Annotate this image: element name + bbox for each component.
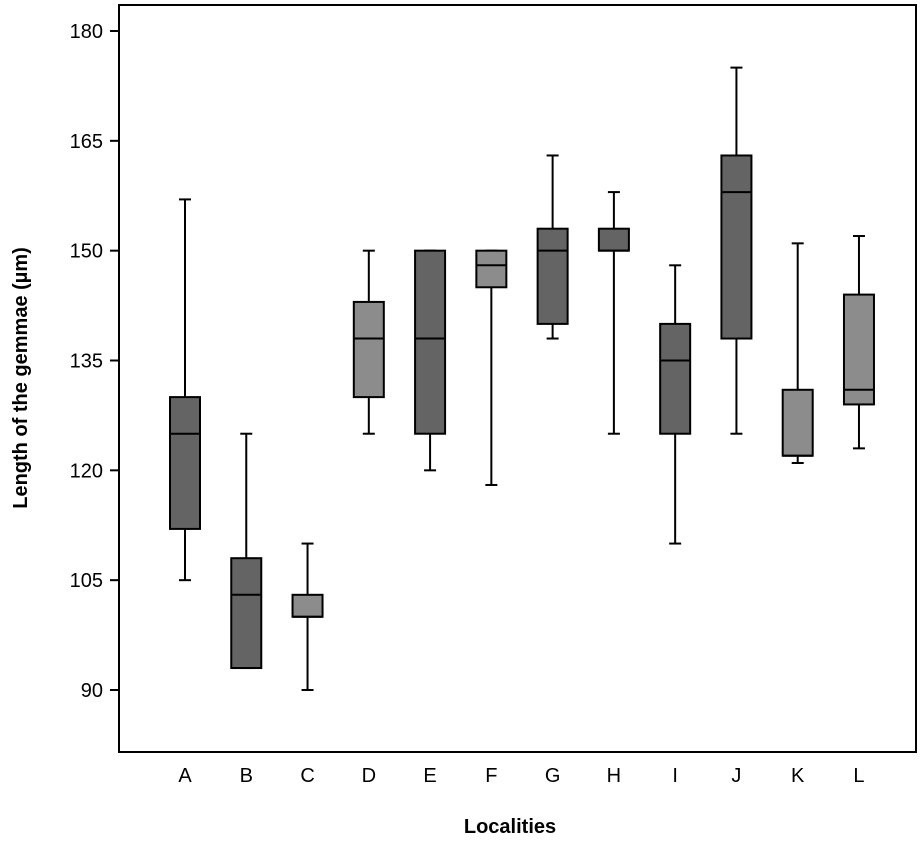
y-axis-title: Length of the gemmae (µm) bbox=[10, 247, 32, 509]
box-k bbox=[781, 242, 814, 465]
iqr-box bbox=[536, 227, 569, 325]
iqr-box bbox=[414, 249, 447, 435]
y-axis: 90 105 120 135 150 165 180 bbox=[70, 21, 119, 702]
iqr-box bbox=[842, 293, 875, 406]
box-f bbox=[475, 249, 508, 486]
x-tick-label: I bbox=[672, 765, 678, 787]
x-tick-label: F bbox=[485, 765, 497, 787]
box-d bbox=[352, 249, 385, 435]
iqr-box bbox=[230, 557, 263, 670]
y-tick-label: 150 bbox=[70, 241, 103, 263]
x-tick-label: G bbox=[545, 765, 561, 787]
iqr-box bbox=[781, 388, 814, 457]
y-tick-label: 120 bbox=[70, 460, 103, 482]
x-tick-label: D bbox=[362, 765, 376, 787]
x-tick-label: A bbox=[178, 765, 192, 787]
iqr-box bbox=[291, 593, 324, 618]
y-tick-label: 165 bbox=[70, 131, 103, 153]
box-h bbox=[597, 191, 630, 435]
box-b bbox=[230, 432, 263, 670]
box-a bbox=[169, 198, 201, 582]
box-c bbox=[291, 542, 324, 691]
iqr-box bbox=[659, 322, 692, 435]
y-tick-label: 105 bbox=[70, 570, 103, 592]
box-g bbox=[536, 154, 569, 340]
x-tick-label: B bbox=[240, 765, 253, 787]
x-tick-label: E bbox=[423, 765, 436, 787]
x-tick-label: J bbox=[731, 765, 741, 787]
y-tick-label: 180 bbox=[70, 21, 103, 43]
x-tick-label: C bbox=[300, 765, 314, 787]
iqr-box bbox=[352, 300, 385, 399]
iqr-box bbox=[720, 154, 753, 340]
x-tick-label: L bbox=[853, 765, 864, 787]
x-axis-title: Localities bbox=[464, 816, 556, 838]
y-tick-label: 90 bbox=[81, 680, 103, 702]
box-j bbox=[720, 66, 753, 435]
x-tick-label: K bbox=[791, 765, 805, 787]
box-series bbox=[169, 66, 875, 691]
x-tick-label: H bbox=[607, 765, 621, 787]
iqr-box bbox=[169, 396, 201, 530]
box-i bbox=[659, 264, 692, 545]
box-l bbox=[842, 235, 875, 450]
iqr-box bbox=[597, 227, 630, 252]
box-e bbox=[414, 249, 447, 472]
x-axis: A B C D E F G H I J K L bbox=[178, 765, 864, 787]
y-tick-label: 135 bbox=[70, 351, 103, 373]
iqr-box bbox=[475, 249, 508, 289]
